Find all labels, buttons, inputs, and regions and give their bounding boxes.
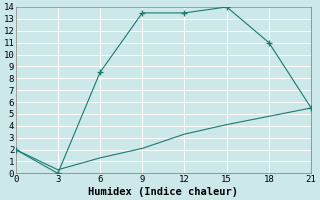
X-axis label: Humidex (Indice chaleur): Humidex (Indice chaleur)	[88, 186, 238, 197]
